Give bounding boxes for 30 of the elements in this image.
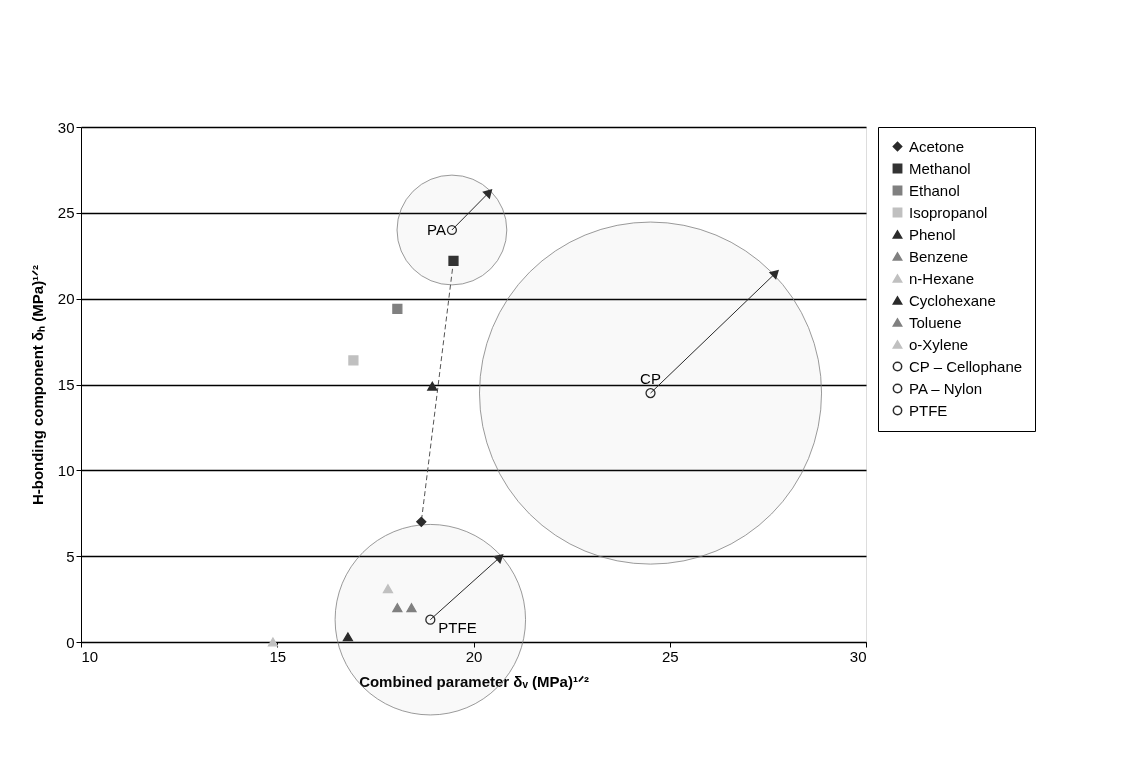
x-tick-label: 30 — [849, 647, 867, 665]
y-tick-label: 0 — [66, 633, 75, 651]
y-tick-label: 25 — [57, 204, 75, 222]
legend-label: Ethanol — [909, 181, 960, 199]
legend-label: Isopropanol — [909, 203, 988, 221]
legend-label: CP – Cellophane — [909, 357, 1023, 375]
y-tick-label: 20 — [57, 290, 75, 308]
legend-label: n-Hexane — [909, 269, 975, 287]
annotation: PTFE — [438, 618, 477, 636]
x-tick-label: 15 — [269, 647, 287, 665]
x-tick-label: 10 — [81, 647, 99, 665]
legend-label: o-Xylene — [909, 335, 969, 353]
legend-label: PA – Nylon — [909, 379, 983, 397]
x-tick-label: 25 — [661, 647, 679, 665]
legend-label: PTFE — [909, 401, 948, 419]
annotation: CP — [640, 370, 661, 388]
y-tick-label: 10 — [57, 461, 75, 479]
annotation: PA — [427, 221, 446, 238]
x-tick-label: 20 — [465, 647, 483, 665]
legend-label: Benzene — [909, 247, 969, 265]
legend-label: Acetone — [909, 137, 965, 155]
y-tick-label: 15 — [57, 376, 75, 393]
x-axis-title: Combined parameter δᵥ (MPa)¹ᐟ² — [359, 672, 589, 690]
legend-label: Phenol — [909, 225, 956, 243]
legend-label: Toluene — [909, 313, 962, 331]
y-tick-label: 5 — [66, 547, 75, 565]
legend-label: Cyclohexane — [909, 291, 996, 309]
legend-label: Methanol — [909, 159, 971, 177]
y-tick-label: 30 — [57, 118, 75, 136]
y-axis-title: H-bonding component δₕ (MPa)¹ᐟ² — [28, 264, 46, 506]
